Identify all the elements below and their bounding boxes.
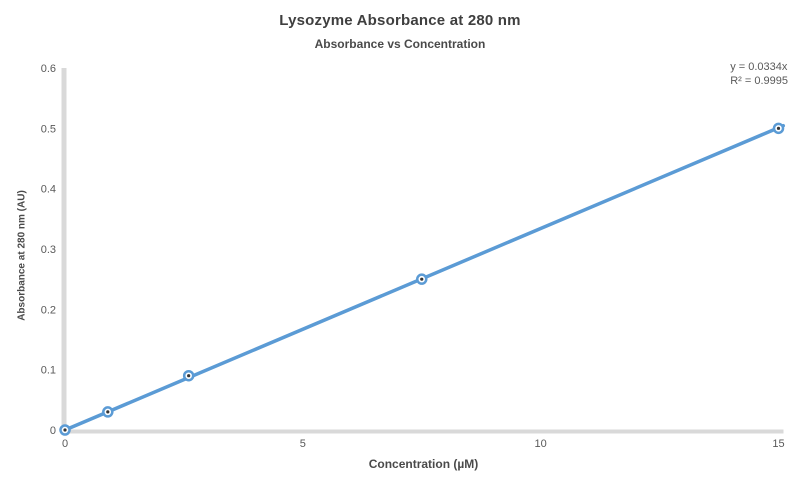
y-axis-spine bbox=[61, 68, 67, 434]
y-tick-label: 0.4 bbox=[41, 184, 56, 196]
chart-subtitle: Absorbance vs Concentration bbox=[314, 37, 486, 51]
trendline-equation-label: y = 0.0334x bbox=[730, 61, 788, 73]
x-axis-title: Concentration (µM) bbox=[368, 457, 479, 471]
x-tick-label: 10 bbox=[535, 438, 547, 450]
x-tick-label: 15 bbox=[772, 438, 784, 450]
r-squared-label: R² = 0.9995 bbox=[730, 75, 788, 87]
x-tick-label: 0 bbox=[62, 438, 68, 450]
data-point-center bbox=[776, 126, 781, 130]
y-tick-label: 0.2 bbox=[41, 304, 56, 316]
x-axis-line bbox=[61, 429, 784, 434]
trendline-annotation: y = 0.0334x R² = 0.9995 bbox=[730, 60, 788, 88]
y-tick-label: 0.1 bbox=[41, 365, 56, 377]
y-tick-label: 0.3 bbox=[41, 244, 56, 256]
data-point-center bbox=[106, 410, 110, 414]
y-tick-label: 0 bbox=[50, 425, 56, 437]
y-axis-title: Absorbance at 280 nm (AU) bbox=[16, 190, 28, 321]
data-point-center bbox=[63, 428, 67, 432]
y-tick-label: 0.5 bbox=[41, 123, 56, 135]
data-point-center bbox=[187, 374, 191, 378]
x-tick-label: 5 bbox=[300, 438, 306, 450]
chart-title: Lysozyme Absorbance at 280 nm bbox=[279, 12, 521, 29]
y-tick-label: 0.6 bbox=[41, 63, 56, 75]
data-point-center bbox=[420, 277, 424, 281]
